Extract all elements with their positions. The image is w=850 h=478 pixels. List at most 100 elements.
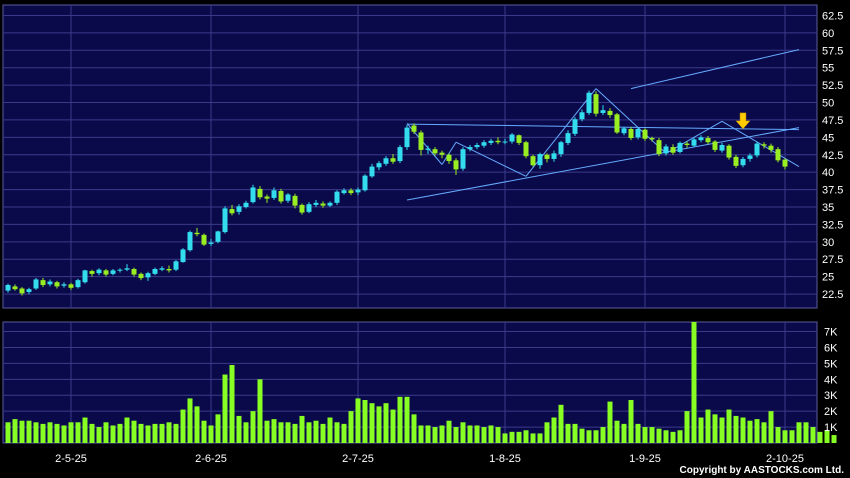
candle-body [474, 145, 480, 148]
candle-body [747, 155, 753, 159]
price-tick-label: 32.5 [822, 219, 843, 231]
candle-body [236, 206, 242, 212]
volume-bar [26, 420, 32, 443]
candle-body [481, 142, 487, 146]
price-tick-label: 60 [822, 28, 834, 40]
candle-body [467, 147, 473, 150]
volume-bar [166, 422, 172, 443]
candle-body [530, 156, 536, 166]
volume-bar [796, 422, 802, 443]
candle-body [173, 261, 179, 270]
candle-body [5, 285, 11, 291]
candle-body [110, 270, 116, 274]
candle-body [572, 119, 578, 134]
candle-body [712, 141, 718, 150]
candle-body [229, 209, 235, 214]
volume-bar [817, 431, 823, 443]
volume-bar [334, 422, 340, 443]
volume-bar [341, 423, 347, 443]
candle-body [460, 149, 466, 169]
candle-body [607, 110, 613, 116]
candle-body [201, 234, 207, 245]
volume-bar [754, 419, 760, 443]
volume-bar [362, 400, 368, 443]
candle-body [47, 281, 53, 285]
volume-bar [40, 423, 46, 443]
candle-body [670, 147, 676, 153]
date-tick-label: 2-7-25 [342, 453, 374, 465]
volume-bar [642, 427, 648, 443]
volume-bar [740, 417, 746, 443]
candle-body [411, 125, 417, 132]
volume-bar [509, 431, 515, 443]
volume-bar [432, 427, 438, 443]
volume-bar [383, 403, 389, 443]
candle-body [334, 191, 340, 203]
candle-body [26, 289, 32, 292]
candle-body [404, 127, 410, 148]
volume-bar [117, 423, 123, 443]
candle-body [215, 231, 221, 242]
candle-body [698, 137, 704, 141]
price-tick-label: 30 [822, 237, 834, 249]
volume-bar [831, 435, 837, 443]
volume-bar [68, 422, 74, 443]
volume-bar [173, 423, 179, 443]
candle-body [390, 158, 396, 162]
volume-bar [75, 422, 81, 443]
volume-bar [628, 400, 634, 443]
volume-bar [446, 420, 452, 443]
volume-bar [103, 422, 109, 443]
price-tick-label: 47.5 [822, 115, 843, 127]
candle-body [677, 142, 683, 152]
volume-bar [733, 415, 739, 443]
candle-body [537, 154, 543, 166]
trendline [595, 88, 667, 154]
volume-bar [12, 419, 18, 443]
volume-bar [558, 404, 564, 443]
volume-bar [82, 417, 88, 443]
volume-bar [397, 396, 403, 443]
volume-bar [803, 422, 809, 443]
volume-bar [439, 425, 445, 443]
volume-bar [530, 433, 536, 443]
arrow-marker [735, 112, 751, 130]
volume-bar [222, 374, 228, 443]
volume-bar [271, 419, 277, 443]
volume-bar [236, 415, 242, 443]
volume-bar [516, 431, 522, 443]
trendline [630, 49, 800, 90]
volume-bar [586, 430, 592, 443]
candle-body [138, 273, 144, 279]
volume-bar [810, 427, 816, 443]
volume-bar [376, 406, 382, 443]
volume-bar [502, 433, 508, 443]
down-arrow-icon [735, 112, 751, 130]
candle-body [96, 269, 102, 274]
volume-bar [390, 409, 396, 443]
candle-body [264, 196, 270, 199]
candle-body [516, 135, 522, 143]
candle-body [649, 138, 655, 140]
volume-bar [348, 411, 354, 443]
price-tick-label: 50 [822, 98, 834, 110]
price-tick-label: 22.5 [822, 289, 843, 301]
candle-body [376, 163, 382, 168]
volume-bar [313, 420, 319, 443]
candle-body [152, 268, 158, 274]
volume-bar [663, 430, 669, 443]
candle-body [75, 280, 81, 288]
volume-bar [698, 417, 704, 443]
trendline [721, 120, 800, 168]
candle-body [705, 138, 711, 143]
candle-body [628, 128, 634, 139]
candle-body [495, 140, 501, 143]
volume-bar [551, 417, 557, 443]
volume-bar [404, 396, 410, 443]
volume-bar [292, 423, 298, 443]
volume-bar [768, 411, 774, 443]
volume-bar [481, 427, 487, 443]
candle-body [775, 149, 781, 161]
volume-tick-label: 3K [824, 390, 838, 402]
price-tick-label: 57.5 [822, 45, 843, 57]
